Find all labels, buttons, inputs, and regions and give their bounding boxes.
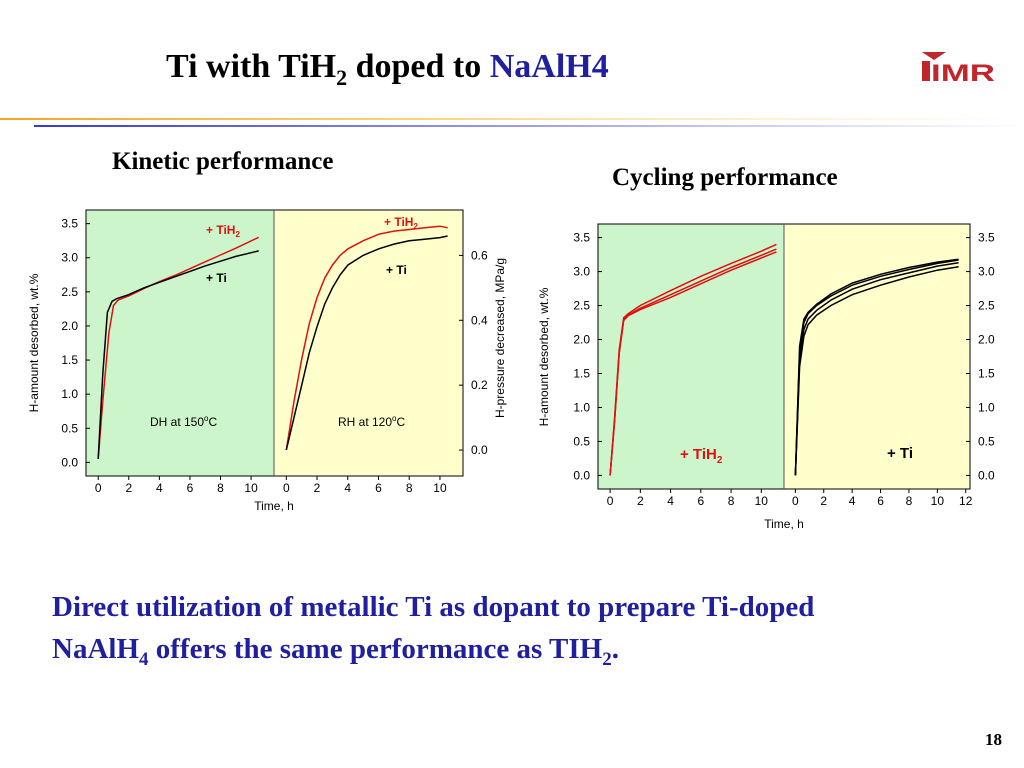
y-tick-label: 0.0 [471,443,488,457]
y-tick-label: 2.5 [573,299,590,313]
cycling-chart: 0.0 0.5 1.0 1.5 2.0 2.5 3.0 3.5 0.0 0.5 1.0 1.5 2.0… [537,223,995,531]
imr-logo: IMR [922,52,995,84]
x-tick-label: 10 [244,481,258,495]
y-tick-label: 0.0 [573,468,590,482]
y-tick-label: 0.5 [61,421,78,435]
y-tick-label: 0.0 [61,455,78,469]
y-tick-label: 0.0 [978,468,995,482]
page-number: 18 [985,730,1002,749]
rh-ti-label: + Ti [386,263,407,277]
x-tick-label: 6 [697,494,704,508]
y-tick-label: 1.5 [61,353,78,367]
x-tick-label: 2 [637,494,644,508]
x-tick-label: 8 [217,481,224,495]
x-tick-label: 10 [755,494,769,508]
conclusion-line-2: NaAlH4 offers the same performance as TI… [52,633,619,670]
dh-panel-background [86,210,274,476]
x-tick-label: 0 [607,494,614,508]
kinetic-xlabel: Time, h [254,499,294,513]
x-tick-label: 2 [314,481,321,495]
x-tick-label: 6 [187,481,194,495]
rh-panel-background [274,210,463,476]
x-tick-label: 6 [877,494,884,508]
dh-condition-label: DH at 150oC [150,414,217,429]
cycling-ylabel: H-amount desorbed, wt.% [537,287,551,426]
logo-text: IMR [931,60,995,84]
x-tick-label: 8 [906,494,913,508]
y-tick-label: 2.5 [61,285,78,299]
series-line [794,266,959,476]
y-tick-label: 3.0 [61,251,78,265]
x-tick-label: 4 [667,494,674,508]
rh-tih2-label: + TiH2 [384,215,418,231]
title-end: NaAlH4 [489,48,609,85]
x-tick-label: 12 [959,494,973,508]
title-main: Ti with TiH [166,48,337,85]
series-line [794,258,959,476]
x-tick-label: 2 [820,494,827,508]
y-tick-label: 2.5 [978,299,995,313]
dh-ti-label: + Ti [206,271,227,285]
rh-condition-label: RH at 120oC [338,414,405,429]
x-tick-label: 4 [344,481,351,495]
title-subscript: 2 [336,64,348,90]
logo-bar [922,61,930,81]
x-tick-label: 6 [375,481,382,495]
kinetic-chart: 0.0 0.5 1.0 1.5 2.0 2.5 3.0 3.5 0.0 0.2 0.4 0.6 0 2… [27,209,507,513]
x-tick-label: 8 [728,494,735,508]
x-tick-label: 4 [156,481,163,495]
title-mid: doped to [347,48,490,85]
cycling-heading: Cycling performance [612,164,838,191]
x-tick-label: 2 [125,481,132,495]
y-tick-label: 3.0 [978,265,995,279]
kinetic-ylabel: H-amount desorbed, wt.% [27,273,41,412]
dh-tih2-label: + TiH2 [206,223,240,239]
x-tick-label: 0 [95,481,102,495]
ti-panel-background [784,224,970,489]
tih2-panel-background [598,224,784,489]
y-tick-label: 0.5 [978,434,995,448]
y-tick-label: 1.5 [978,366,995,380]
y-tick-label: 3.0 [573,265,590,279]
logo-triangle [922,52,946,60]
title-rule-orange [0,118,1024,120]
kinetic-ylabel-right: H-pressure decreased, MPa/g [493,258,507,418]
x-tick-label: 10 [433,481,447,495]
series-line [285,235,448,451]
y-tick-label: 1.0 [61,387,78,401]
x-tick-label: 8 [406,481,413,495]
cycling-xlabel: Time, h [764,517,804,531]
cycling-ti-label: + Ti [887,445,913,462]
title-rule-blue [34,125,1024,127]
y-tick-label: 0.5 [573,434,590,448]
y-tick-label: 1.5 [573,366,590,380]
y-tick-label: 1.0 [573,400,590,414]
y-tick-label: 0.2 [471,378,488,392]
slide-title: Ti with TiH2 doped to NaAlH4 [166,48,609,91]
series-line [285,225,448,451]
y-tick-label: 2.0 [61,319,78,333]
y-tick-label: 3.5 [573,231,590,245]
series-line [794,261,959,476]
cycling-tih2-label: + TiH2 [680,446,723,466]
x-tick-label: 0 [283,481,290,495]
series-line [97,250,259,459]
kinetic-heading: Kinetic performance [112,148,334,175]
y-tick-label: 3.5 [61,217,78,231]
y-tick-label: 3.5 [978,231,995,245]
series-line [609,251,777,476]
x-tick-label: 4 [849,494,856,508]
y-tick-label: 2.0 [573,333,590,347]
x-tick-label: 10 [931,494,945,508]
y-tick-label: 2.0 [978,333,995,347]
y-tick-label: 0.4 [471,313,488,327]
y-tick-label: 1.0 [978,400,995,414]
conclusion-text: Direct utilization of metallic Ti as dop… [52,586,992,681]
conclusion-line-1: Direct utilization of metallic Ti as dop… [52,591,815,623]
y-tick-label: 0.6 [471,248,488,262]
x-tick-label: 0 [792,494,799,508]
